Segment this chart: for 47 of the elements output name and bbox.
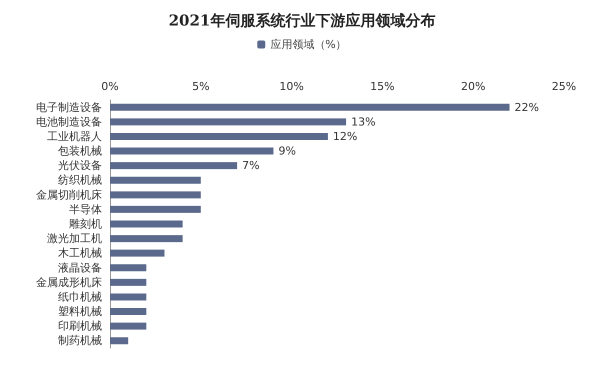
data-label: 12% [332,130,358,143]
legend-label: 应用领域（%） [270,38,347,51]
x-tick-label: 0% [101,80,119,93]
y-tick-label: 包装机械 [58,144,102,158]
data-label: 7% [242,159,260,172]
bar [110,148,274,155]
y-tick-label: 塑料机械 [58,305,102,318]
y-tick-label: 液晶设备 [58,261,102,274]
y-tick-label: 印刷机械 [58,320,102,333]
bar [110,235,183,242]
y-tick-label: 电子制造设备 [36,100,102,114]
bar [110,104,510,111]
y-tick-label: 雕刻机 [69,218,102,230]
y-tick-label: 光伏设备 [58,159,102,172]
y-tick-label: 金属切削机床 [36,188,102,202]
bar [110,220,183,228]
bar [110,278,146,286]
bar [110,118,346,126]
y-tick-label: 电池制造设备 [36,115,102,128]
chart-title: 2021年伺服系统行业下游应用领域分布 [168,12,436,30]
y-tick-label: 纺织机械 [58,174,102,187]
bar [110,250,164,257]
x-tick-label: 20% [460,80,486,93]
bar [110,176,201,184]
bar [110,308,146,316]
bar [110,337,128,344]
data-label: 9% [278,144,296,158]
y-tick-label: 纸巾机械 [58,290,102,304]
y-tick-label: 木工机械 [58,246,102,260]
data-label: 13% [351,115,376,128]
x-tick-label: 10% [279,80,304,93]
bar [110,191,201,198]
y-tick-label: 制药机械 [58,334,102,348]
x-tick-label: 5% [192,80,210,93]
bar [110,322,146,330]
bar [110,293,146,300]
y-tick-label: 激光加工机 [47,232,102,246]
x-tick-label: 25% [552,80,576,93]
bar [110,264,146,272]
y-tick-label: 金属成形机床 [36,276,102,289]
bar [110,132,328,140]
y-tick-label: 半导体 [69,202,102,216]
bar [110,162,238,170]
bar [110,206,201,213]
data-label: 22% [514,100,539,114]
y-tick-label: 工业机器人 [47,130,102,143]
x-tick-label: 15% [370,80,395,93]
